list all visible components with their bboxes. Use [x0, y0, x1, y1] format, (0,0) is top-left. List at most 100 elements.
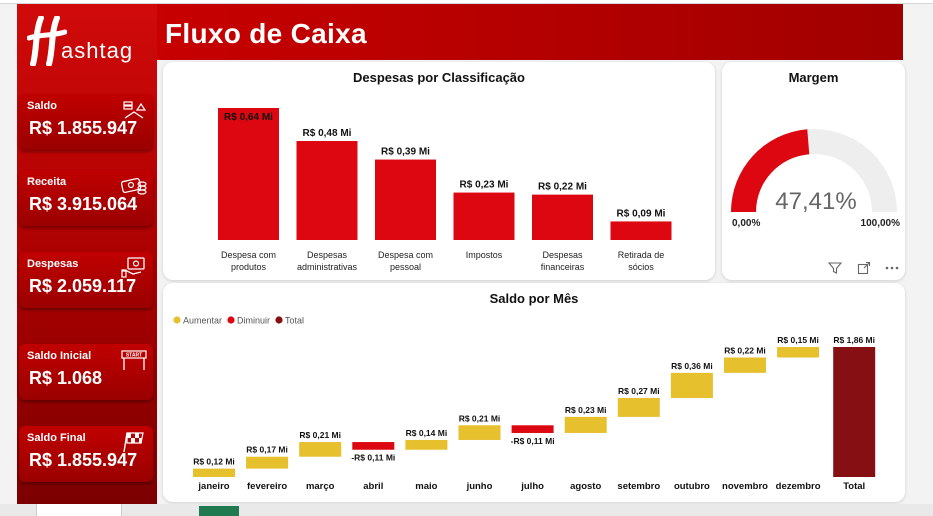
increase-bar [299, 442, 342, 457]
bar [532, 194, 593, 240]
category-label: Despesa com [221, 250, 276, 260]
top-strip [0, 0, 933, 4]
sheet-tab[interactable] [36, 504, 122, 516]
bar-data-label: R$ 0,48 Mi [303, 128, 352, 139]
bar [610, 221, 672, 240]
page-title: Fluxo de Caixa [165, 18, 367, 49]
month-label: março [306, 481, 335, 492]
gauge-value-label: 47,41% [775, 188, 856, 215]
focus-mode-icon[interactable] [857, 261, 871, 275]
bar-data-label: R$ 1,86 Mi [833, 335, 875, 345]
kpi-title: Receita [27, 176, 67, 188]
balance-by-month-card[interactable]: Saldo por Mês Aumentar Diminuir Total R$ 0,… [163, 283, 905, 502]
decrease-bar [352, 442, 395, 450]
filter-icon[interactable] [828, 261, 842, 275]
bar-data-label: R$ 0,21 Mi [299, 430, 341, 440]
chart-title: Saldo por Mês [489, 291, 579, 306]
kpi-title: Saldo [27, 100, 57, 112]
bar-data-label: R$ 0,64 Mi [224, 112, 273, 123]
legend-label: Aumentar [183, 316, 222, 326]
bar-data-label: R$ 0,23 Mi [565, 405, 607, 415]
bar-data-label: R$ 0,27 Mi [618, 386, 660, 396]
category-label: Despesas [307, 250, 348, 260]
month-label: setembro [617, 481, 660, 492]
gauge-min-label: 0,00% [732, 218, 760, 229]
increase-bar [670, 372, 713, 399]
legend-marker [227, 316, 235, 324]
sheet-tab-bar [0, 504, 933, 516]
kpi-saldo-inicial: Saldo Inicial START R$ 1.068 [19, 344, 153, 400]
bar-data-label: R$ 0,17 Mi [246, 445, 288, 455]
kpi-receita: Receita R$ 3.915.064 [19, 170, 153, 226]
svg-text:START: START [126, 353, 142, 359]
logo-text: ashtag [61, 38, 134, 63]
kpi-value: R$ 1.855.947 [29, 450, 138, 470]
waterfall-chart: Aumentar Diminuir Total R$ 0,12 Mi janeiro R$… [173, 316, 876, 492]
legend-marker [275, 316, 283, 324]
category-label: administrativas [297, 262, 358, 272]
bar [453, 192, 515, 240]
cash-icon [121, 177, 147, 195]
kpi-value: R$ 1.855.947 [29, 118, 138, 138]
bar [375, 159, 436, 240]
scale-icon [123, 101, 147, 119]
bar-data-label: R$ 0,22 Mi [724, 345, 766, 355]
month-label: Total [843, 481, 865, 492]
kpi-title: Despesas [27, 258, 79, 270]
bar-data-label: R$ 0,36 Mi [671, 361, 713, 371]
expenses-bar-chart: R$ 0,64 Mi Despesa com produtos R$ 0,48 Mi D… [218, 108, 672, 272]
month-label: novembro [722, 481, 768, 492]
bar-data-label: R$ 0,12 Mi [193, 457, 235, 467]
month-label: fevereiro [247, 481, 287, 492]
checkered-flag-icon [123, 432, 144, 452]
chart-title: Margem [788, 70, 839, 85]
increase-bar [458, 425, 501, 440]
month-label: outubro [674, 481, 710, 492]
category-label: sócios [628, 262, 654, 272]
kpi-value: R$ 1.068 [29, 368, 103, 388]
kpi-saldo-final: Saldo Final R$ 1.855.947 [19, 426, 153, 482]
category-label: financeiras [541, 262, 585, 272]
bar-data-label: R$ 0,14 Mi [406, 428, 448, 438]
bar [296, 141, 358, 240]
bar [218, 108, 279, 240]
month-label: julho [520, 481, 544, 492]
month-label: dezembro [776, 481, 821, 492]
bar-data-label: R$ 0,15 Mi [777, 335, 819, 345]
kpi-despesas: Despesas R$ 2.059.117 [19, 252, 153, 308]
decrease-bar [511, 425, 554, 433]
sheet-tab-active[interactable] [199, 506, 239, 516]
legend-label: Total [285, 316, 304, 326]
bar-data-label: R$ 0,09 Mi [617, 208, 666, 219]
expenses-by-class-card[interactable]: Despesas por Classificação R$ 0,64 Mi Des… [163, 62, 715, 280]
hash-logo-icon [26, 15, 68, 67]
kpi-saldo: Saldo R$ 1.855.947 [19, 94, 153, 150]
category-label: Despesas [542, 250, 583, 260]
money-hand-icon [121, 257, 145, 278]
margin-gauge: 47,41% 0,00% 100,00% [731, 129, 900, 229]
category-label: Impostos [466, 250, 503, 260]
start-flag-icon: START [121, 350, 147, 370]
month-label: agosto [570, 481, 601, 492]
gauge-fill [731, 129, 810, 212]
category-label: Retirada de [618, 250, 665, 260]
kpi-value: R$ 3.915.064 [29, 194, 138, 214]
month-label: junho [466, 481, 493, 492]
bar-data-label: R$ 0,22 Mi [538, 182, 587, 193]
bar-data-label: R$ 0,21 Mi [459, 413, 501, 423]
category-label: pessoal [390, 262, 421, 272]
page-header: Fluxo de Caixa [157, 4, 903, 60]
increase-bar [617, 398, 660, 417]
bar-data-label: -R$ 0,11 Mi [351, 453, 395, 463]
chart-title: Despesas por Classificação [353, 70, 525, 85]
month-label: janeiro [197, 481, 229, 492]
increase-bar [777, 347, 820, 358]
more-options-icon[interactable] [884, 261, 900, 275]
bar-data-label: -R$ 0,11 Mi [511, 436, 555, 446]
sidebar: ashtag Saldo R$ 1.855.947 Receita R$ 3.9… [17, 4, 157, 504]
month-label: maio [415, 481, 437, 492]
kpi-title: Saldo Inicial [27, 350, 92, 362]
margin-card[interactable]: Margem 47,41% 0,00% 100,00% [722, 62, 905, 280]
category-label: produtos [231, 262, 267, 272]
hashtag-logo [26, 15, 157, 76]
